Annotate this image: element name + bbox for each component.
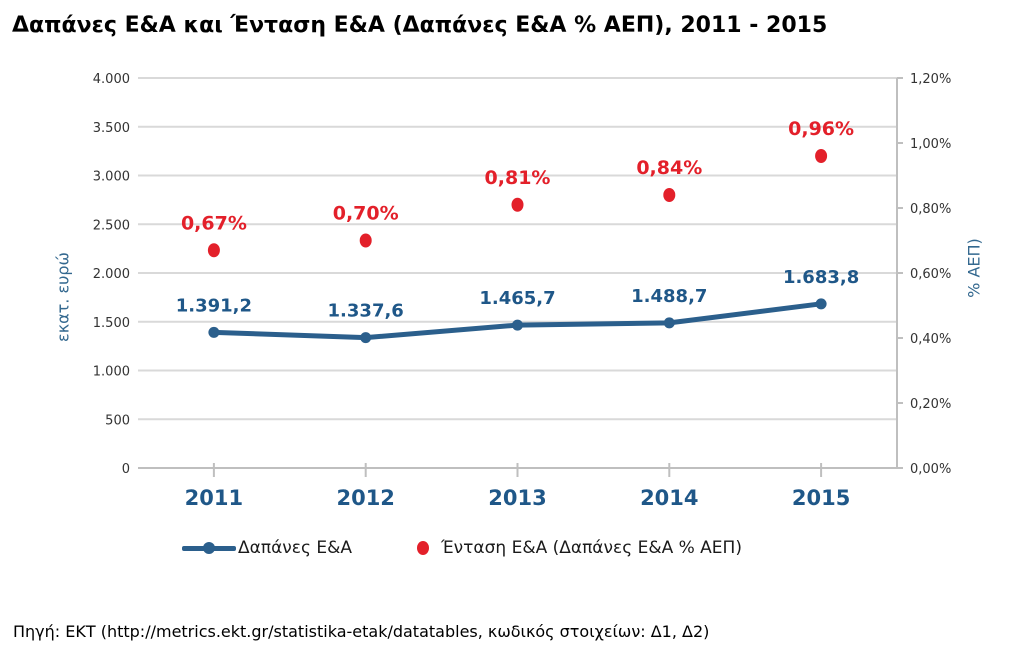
right-axis-tick-label: 0,60% [910,267,951,282]
left-axis-tick-label: 1.500 [93,316,130,331]
right-axis-tick-label: 0,00% [910,462,951,477]
x-axis-year-label: 2015 [792,486,850,510]
intensity-value-label: 0,84% [636,157,702,179]
right-axis-tick-label: 0,20% [910,397,951,412]
left-axis-tick-label: 2.000 [93,267,130,282]
expenditure-value-label: 1.337,6 [328,301,404,322]
expenditure-point [208,326,220,338]
expenditure-point [815,298,827,310]
x-axis-year-label: 2011 [185,486,243,510]
legend-label-intensity: Ένταση Ε&Α (Δαπάνες Ε&Α % ΑΕΠ) [441,538,742,558]
source-citation: Πηγή: ΕΚΤ (http://metrics.ekt.gr/statist… [13,622,710,641]
x-axis-year-label: 2012 [336,486,394,510]
right-axis-tick-label: 0,40% [910,332,951,347]
expenditure-value-label: 1.391,2 [176,295,252,316]
expenditure-point [360,332,372,344]
right-axis-tick-label: 1,20% [910,72,951,87]
x-axis-year-label: 2014 [640,486,698,510]
left-axis-tick-label: 3.000 [93,170,130,185]
left-axis-tick-label: 1.000 [93,365,130,380]
intensity-point [207,243,220,258]
legend-line-marker-icon [203,542,215,554]
right-axis-tick-label: 0,80% [910,202,951,217]
intensity-point [511,197,524,212]
chart-title: Δαπάνες Ε&Α και Ένταση Ε&Α (Δαπάνες Ε&Α … [12,13,828,38]
expenditure-value-label: 1.465,7 [479,288,555,309]
left-axis-tick-label: 4.000 [93,72,130,87]
expenditure-value-label: 1.488,7 [631,286,707,307]
intensity-value-label: 0,67% [181,212,247,234]
intensity-value-label: 0,96% [788,118,854,140]
intensity-point [663,188,676,202]
intensity-value-label: 0,70% [333,203,399,225]
x-axis-year-label: 2013 [488,486,546,510]
left-axis-tick-label: 2.500 [93,218,130,233]
left-axis-tick-label: 0 [122,462,130,477]
legend-line-swatch-icon [182,542,236,554]
left-axis-tick-label: 500 [105,413,130,428]
intensity-point [815,149,828,163]
expenditure-value-label: 1.683,8 [783,267,859,288]
intensity-value-label: 0,81% [485,167,551,189]
legend-dot-swatch-icon [417,541,429,555]
expenditure-point [512,319,523,331]
legend-label-expenditure: Δαπάνες Ε&Α [238,538,352,558]
left-axis-tick-label: 3.500 [93,121,130,136]
right-axis-tick-label: 1,00% [910,137,951,152]
expenditure-point [663,317,675,329]
intensity-point [359,233,372,248]
